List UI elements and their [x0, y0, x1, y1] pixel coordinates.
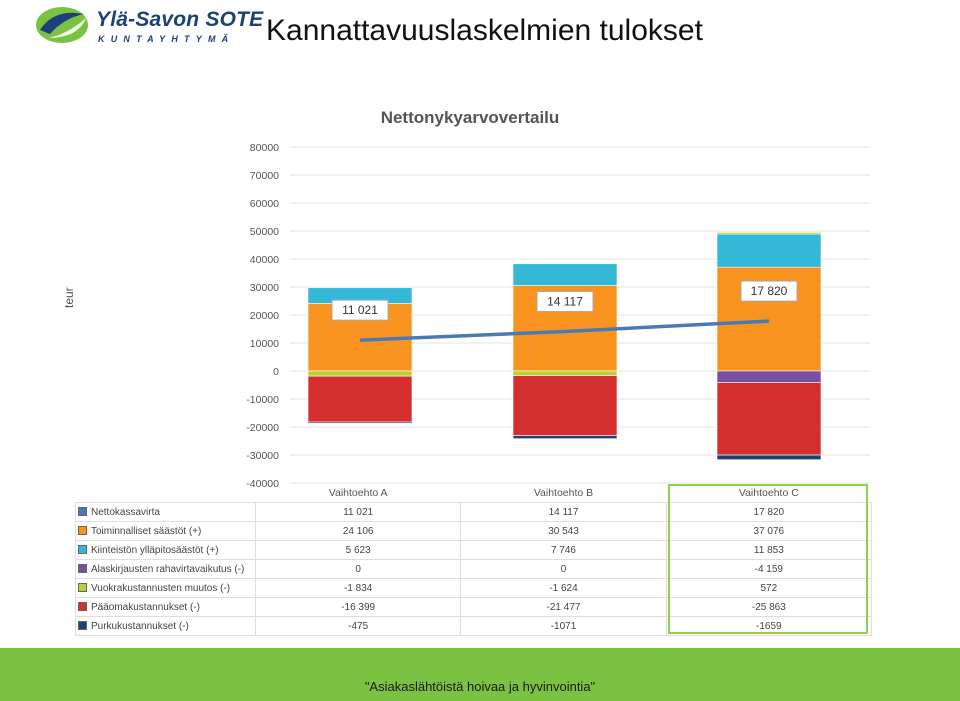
bar-segment: [307, 375, 413, 423]
table-cell: 11 021: [254, 502, 462, 522]
legend-key-icon: [78, 602, 87, 612]
table-cell: 11 853: [665, 540, 873, 560]
bar-segment: [512, 263, 618, 286]
series-label: Vuokrakustannusten muutos (-): [75, 578, 256, 598]
data-label: 14 117: [547, 294, 583, 308]
series-name: Vuokrakustannusten muutos (-): [91, 582, 231, 594]
table-cell: 572: [665, 578, 873, 598]
table-cell: -1 624: [460, 578, 667, 598]
data-label: 17 820: [751, 284, 788, 298]
bar-segment: [307, 370, 413, 377]
bar-segment: [716, 370, 822, 383]
table-cell: 30 543: [460, 521, 667, 541]
table-cell: 5 623: [254, 540, 462, 560]
series-label: Nettokassavirta: [75, 502, 256, 522]
footer-band: [0, 648, 960, 701]
legend-key-icon: [78, 545, 87, 555]
table-column-header: Vaihtoehto A: [255, 484, 461, 503]
legend-key-icon: [78, 564, 87, 574]
table-cell: 0: [460, 559, 667, 579]
bar-segment: [716, 382, 822, 456]
table-cell: 14 117: [460, 502, 667, 522]
table-cell: -475: [254, 616, 462, 636]
table-cell: 17 820: [665, 502, 873, 522]
y-tick-label: -20000: [246, 422, 279, 434]
y-tick-label: 80000: [250, 142, 279, 154]
table-header-row: Vaihtoehto A Vaihtoehto B Vaihtoehto C: [76, 484, 872, 503]
logo-subtitle: KUNTAYHTYMÄ: [98, 34, 235, 44]
chart-title: Nettonykyarvovertailu: [380, 108, 560, 127]
table-row: Nettokassavirta 11 021 14 117 17 820: [75, 502, 873, 522]
series-name: Alaskirjausten rahavirtavaikutus (-): [91, 563, 245, 575]
table-cell: 0: [254, 559, 462, 579]
table-row: Kiinteistön ylläpitosäästöt (+) 5 623 7 74…: [75, 540, 873, 560]
series-label: Kiinteistön ylläpitosäästöt (+): [75, 540, 256, 560]
table-cell: 37 076: [665, 521, 873, 541]
bar-segment: [716, 454, 822, 461]
table-cell: -1071: [460, 616, 667, 636]
table-cell: -4 159: [665, 559, 873, 579]
bar-segment: [307, 421, 413, 424]
data-label-box: [536, 290, 594, 312]
series-name: Pääomakustannukset (-): [91, 601, 200, 613]
table-row: Alaskirjausten rahavirtavaikutus (-) 0 0 -4…: [75, 559, 873, 579]
series-label: Toiminnalliset säästöt (+): [75, 521, 256, 541]
data-label: 11 021: [342, 303, 378, 317]
series-label: Pääomakustannukset (-): [75, 597, 256, 617]
table-column-header: Vaihtoehto C: [666, 484, 872, 503]
table-corner: [76, 484, 256, 503]
legend-key-icon: [78, 583, 87, 593]
logo: Ylä-Savon SOTE KUNTAYHTYMÄ: [34, 4, 263, 48]
table-cell: -1 834: [254, 578, 462, 598]
y-tick-label: -10000: [246, 394, 279, 406]
line-nettokassavirta: [359, 319, 770, 342]
table-cell: 24 106: [254, 521, 462, 541]
bar-segment: [716, 232, 822, 235]
logo-swirl-icon: [36, 7, 88, 43]
bar-segment: [716, 233, 822, 268]
table-cell: 7 746: [460, 540, 667, 560]
bar-segment: [512, 435, 618, 439]
series-name: Toiminnalliset säästöt (+): [91, 525, 202, 537]
y-tick-label: -30000: [246, 450, 279, 462]
bar-segment: [512, 375, 618, 436]
table-row: Vuokrakustannusten muutos (-) -1 834 -1 62…: [75, 578, 873, 598]
table-column-header: Vaihtoehto B: [460, 484, 667, 503]
table-row: Toiminnalliset säästöt (+) 24 106 30 543 37…: [75, 521, 873, 541]
series-name: Nettokassavirta: [91, 506, 160, 518]
y-tick-label: 10000: [250, 338, 279, 350]
y-tick-label: 60000: [250, 198, 279, 210]
series-name: Purkukustannukset (-): [91, 620, 189, 632]
data-table: Vaihtoehto A Vaihtoehto B Vaihtoehto C N…: [75, 484, 873, 636]
series-name: Kiinteistön ylläpitosäästöt (+): [91, 544, 219, 556]
data-label-box: [740, 280, 798, 302]
table-row: Purkukustannukset (-) -475 -1071 -1659: [75, 616, 873, 636]
logo-name: Ylä-Savon SOTE: [96, 8, 264, 31]
y-tick-label: 20000: [250, 310, 279, 322]
y-axis-label: teur: [62, 287, 76, 308]
legend-key-icon: [78, 621, 87, 631]
bar-segment: [512, 370, 618, 376]
table-cell: -25 863: [665, 597, 873, 617]
page-title: Kannattavuuslaskelmien tulokset: [266, 14, 703, 47]
y-tick-label: 70000: [250, 170, 279, 182]
table-row: Pääomakustannukset (-) -16 399 -21 477 -25 …: [75, 597, 873, 617]
table-cell: -16 399: [254, 597, 462, 617]
y-tick-label: 30000: [250, 282, 279, 294]
footer-slogan: "Asiakaslähtöistä hoivaa ja hyvinvointia…: [364, 679, 596, 694]
legend-key-icon: [78, 526, 87, 536]
table-cell: -1659: [665, 616, 873, 636]
y-tick-label: 40000: [250, 254, 279, 266]
y-tick-label: 50000: [250, 226, 279, 238]
legend-key-icon: [78, 507, 87, 517]
y-tick-label: 0: [273, 366, 279, 378]
data-label-box: [331, 299, 389, 321]
series-label: Purkukustannukset (-): [75, 616, 256, 636]
series-label: Alaskirjausten rahavirtavaikutus (-): [75, 559, 256, 579]
table-cell: -21 477: [460, 597, 667, 617]
